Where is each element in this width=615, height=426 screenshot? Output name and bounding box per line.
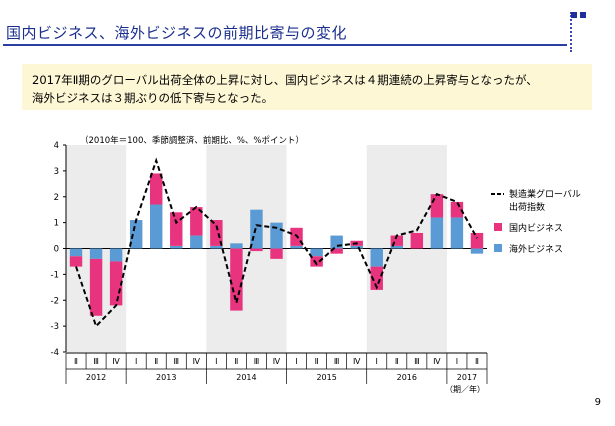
bar-domestic [109,261,123,306]
slide-title: 国内ビジネス、海外ビジネスの前期比寄与の変化 [6,24,348,42]
bar-overseas [69,248,83,257]
bar-domestic [270,248,283,259]
bar-domestic [430,194,444,218]
bar-overseas [330,235,343,249]
bar-overseas [350,245,363,249]
bar-overseas [390,245,404,249]
bar-overseas [310,248,323,257]
x-tick-label: Ⅳ [112,357,120,366]
summary-line-1: 2017年Ⅱ期のグローバル出荷全体の上昇に対し、国内ビジネスは４期連続の上昇寄与… [32,73,538,87]
bar-overseas [370,248,383,267]
y-tick-label: 3 [54,167,59,177]
bar-domestic [210,220,223,246]
x-axis: Ⅱ Ⅲ Ⅳ Ⅰ Ⅱ Ⅲ Ⅳ Ⅰ Ⅱ Ⅲ Ⅳ Ⅰ Ⅱ Ⅲ Ⅳ Ⅰ Ⅱ Ⅲ Ⅳ Ⅰ Ⅱ 2012 2013 2014 2015 201… [65,352,488,394]
x-year-label: 2017 [457,373,477,382]
bar-overseas [450,217,464,249]
legend-domestic-label: 国内ビジネス [509,222,563,234]
x-tick-label: Ⅱ [315,357,319,366]
x-tick-label: Ⅰ [135,357,137,366]
y-tick-label: 1 [54,219,59,229]
bar-domestic [89,258,103,316]
bar-overseas [290,245,303,249]
bar-overseas [230,243,243,249]
x-axis-suffix: （期／年） [445,384,485,394]
bar-domestic [190,207,203,236]
summary-box: 2017年Ⅱ期のグローバル出荷全体の上昇に対し、国内ビジネスは４期連続の上昇寄与… [22,64,592,110]
x-tick-label: Ⅲ [334,357,340,366]
x-tick-label: Ⅱ [475,357,479,366]
shipment-line [75,157,478,328]
x-tick-label: Ⅱ [154,357,158,366]
y-tick-label: -2 [51,296,59,306]
bar-domestic [330,248,343,254]
x-year-label: 2013 [156,373,176,382]
bar-domestic [390,235,404,246]
bar-domestic [250,248,263,252]
corner-decoration [570,12,584,52]
y-tick-label: -1 [51,270,59,280]
x-tick-label: Ⅳ [433,357,441,366]
x-tick-label: Ⅲ [174,357,180,366]
bar-overseas [89,248,103,259]
legend-overseas-label: 海外ビジネス [509,243,563,255]
bar-domestic [230,248,243,311]
corner-square-1 [571,12,577,18]
x-year-label: 2012 [86,373,106,382]
y-tick-label: 0 [54,245,59,255]
bar-domestic [149,173,163,205]
bar-overseas [210,245,223,249]
bars [69,173,484,316]
bar-domestic [69,256,83,267]
bar-overseas [109,248,123,262]
x-tick-label: Ⅳ [273,357,281,366]
bar-domestic [410,232,424,249]
bar-overseas [270,222,283,249]
corner-square-2 [580,12,586,18]
y-tick-label: 4 [54,141,59,151]
x-year-label: 2015 [316,373,336,382]
bar-overseas [190,235,203,249]
x-year-label: 2016 [397,373,417,382]
chart-note: （2010年＝100、季節調整済、前期比、%、%ポイント） [80,135,304,146]
x-year-label: 2014 [236,373,256,382]
bar-domestic [370,266,383,290]
legend-line-label-2: 出荷指数 [509,201,545,213]
x-tick-label: Ⅱ [74,357,78,366]
x-tick-label: Ⅰ [295,357,297,366]
bar-overseas [149,204,163,249]
title-divider [3,44,567,46]
legend-domestic-swatch [494,223,502,231]
shipment-index-line [75,157,478,328]
x-tick-label: Ⅰ [376,357,378,366]
x-tick-label: Ⅰ [456,357,458,366]
x-tick-label: Ⅰ [215,357,217,366]
x-tick-label: Ⅲ [93,357,99,366]
bar-overseas [170,245,183,249]
y-tick-label: -3 [51,322,59,332]
x-tick-label: Ⅱ [234,357,238,366]
page-number: 9 [594,397,601,408]
bar-domestic [170,212,183,246]
y-tick-label: -4 [51,348,59,358]
x-tick-label: Ⅱ [395,357,399,366]
bar-overseas [430,217,444,249]
legend-line-label-1: 製造業グローバル [509,188,581,200]
legend-overseas-swatch [494,244,502,252]
bar-domestic [310,256,323,267]
bar-overseas [470,248,484,254]
x-tick-label: Ⅳ [193,357,201,366]
summary-line-2: 海外ビジネスは３期ぶりの低下寄与となった。 [32,91,274,105]
legend: 製造業グローバル 出荷指数 国内ビジネス 海外ビジネス [491,188,581,255]
bar-domestic [470,232,484,249]
x-tick-label: Ⅲ [254,357,260,366]
y-tick-label: 2 [54,193,59,203]
bar-overseas [129,220,143,249]
x-tick-label: Ⅳ [353,357,361,366]
x-tick-label: Ⅲ [414,357,420,366]
